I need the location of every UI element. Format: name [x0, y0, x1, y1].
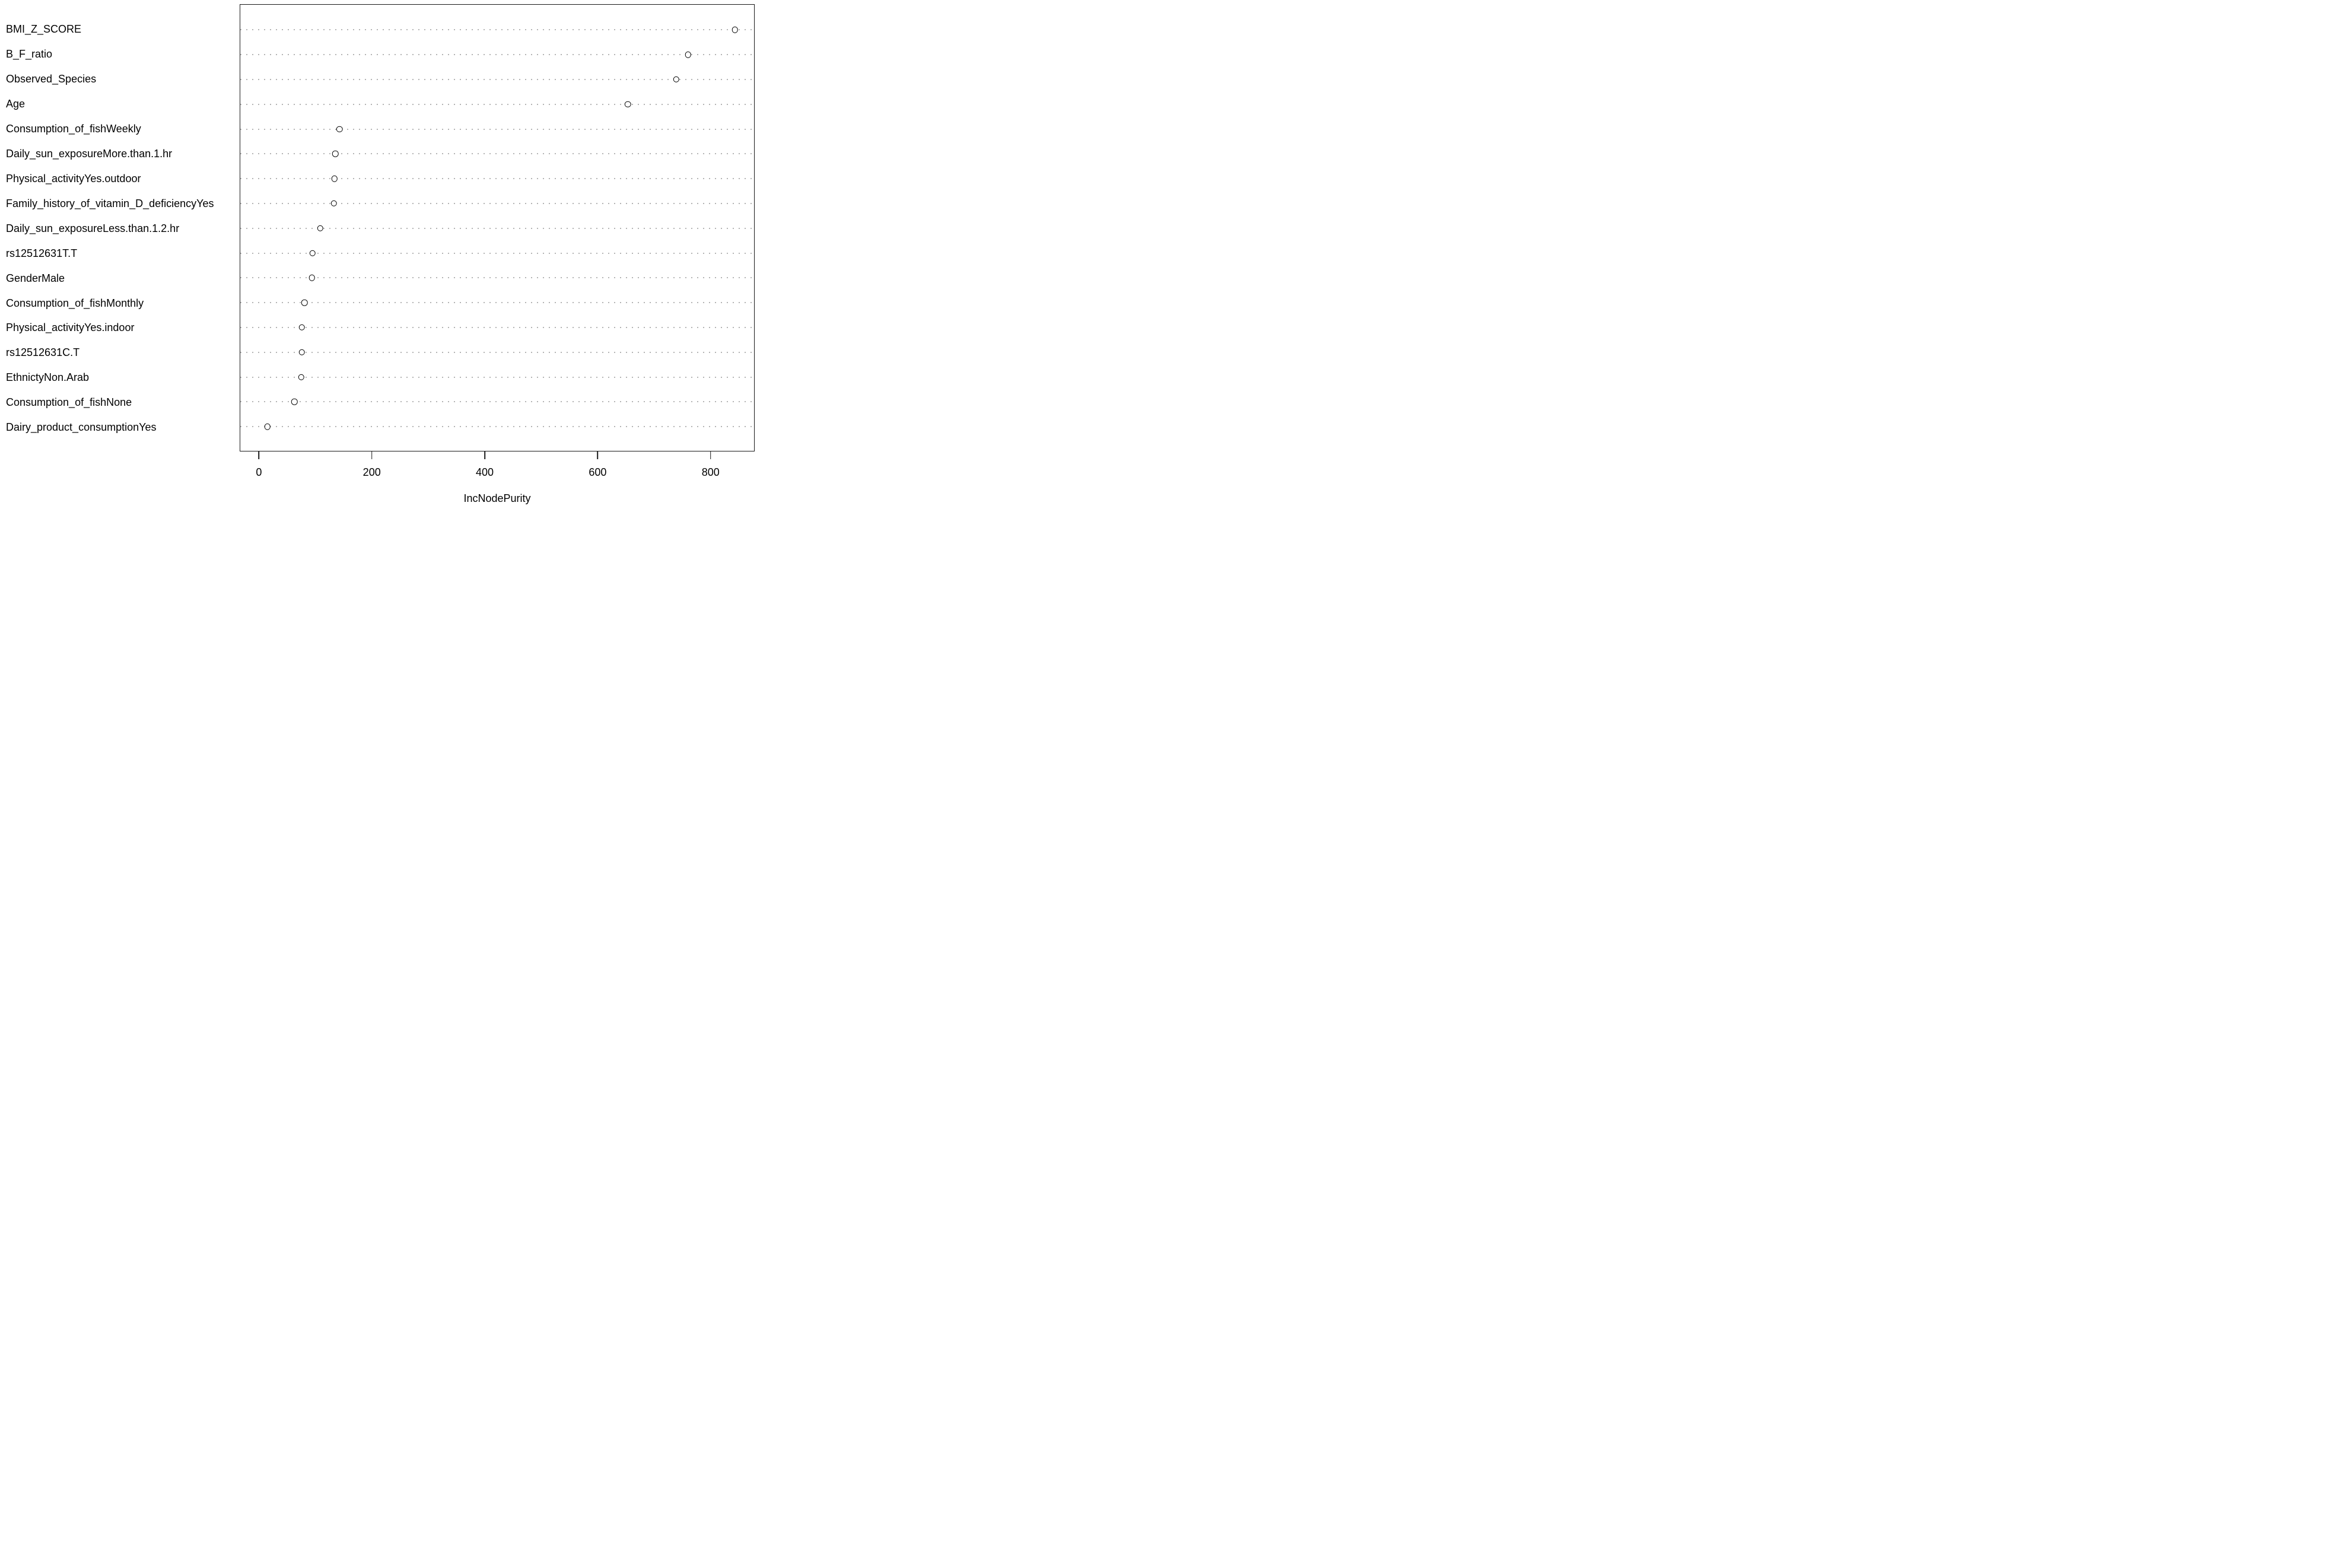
x-tick-label: 400: [476, 466, 494, 478]
data-point-circle: [298, 349, 305, 356]
dotchart-figure: BMI_Z_SCORE B_F_ratio Observed_Species Age C…: [0, 0, 759, 511]
y-axis-label: Physical_activityYes.indoor: [6, 322, 135, 334]
dotted-gridline: [240, 252, 754, 254]
dotted-gridline: [240, 178, 754, 180]
dotted-gridline: [240, 326, 754, 328]
data-point-circle: [309, 275, 315, 281]
dotted-gridline: [240, 103, 754, 105]
data-point-circle: [330, 200, 337, 207]
data-point-circle: [685, 51, 692, 58]
y-axis-label: Physical_activityYes.outdoor: [6, 172, 141, 185]
dotted-gridline: [240, 227, 754, 229]
dotted-gridline: [240, 376, 754, 378]
data-point-circle: [331, 175, 338, 182]
y-axis-labels: BMI_Z_SCORE B_F_ratio Observed_Species Age C…: [6, 4, 238, 451]
dotted-gridline: [240, 29, 754, 31]
dotted-gridline: [240, 128, 754, 130]
plot-area: [240, 4, 755, 451]
x-tick-label: 800: [701, 466, 720, 478]
data-point-circle: [625, 101, 631, 107]
dotted-gridline: [240, 277, 754, 279]
dotted-gridline: [240, 78, 754, 80]
data-point-circle: [298, 374, 304, 380]
dotted-gridline: [240, 401, 754, 403]
data-point-circle: [317, 225, 324, 231]
data-point-circle: [673, 76, 680, 83]
dotted-gridline: [240, 153, 754, 155]
data-point-circle: [309, 250, 316, 256]
y-axis-label: Daily_sun_exposureMore.than.1.hr: [6, 147, 173, 160]
y-axis-label: BMI_Z_SCORE: [6, 23, 82, 36]
x-tick-label: 200: [362, 466, 381, 478]
y-axis-label: EthnictyNon.Arab: [6, 371, 90, 384]
y-axis-label: rs12512631C.T: [6, 346, 80, 359]
data-point-circle: [291, 399, 298, 405]
y-axis-label: Consumption_of_fishWeekly: [6, 123, 141, 135]
y-axis-label: Age: [6, 98, 26, 110]
y-axis-label: Consumption_of_fishNone: [6, 396, 132, 409]
y-axis-label: Daily_sun_exposureLess.than.1.2.hr: [6, 222, 180, 234]
data-point-circle: [336, 126, 343, 132]
data-point-circle: [298, 324, 305, 331]
data-point-circle: [264, 423, 271, 430]
dotted-gridline: [240, 302, 754, 304]
y-axis-label: Consumption_of_fishMonthly: [6, 297, 144, 309]
dotted-gridline: [240, 54, 754, 56]
data-point-circle: [732, 27, 738, 33]
data-point-circle: [301, 299, 308, 306]
x-axis-title: IncNodePurity: [463, 492, 531, 504]
x-tick-mark: [710, 451, 711, 459]
y-axis-label: rs12512631T.T: [6, 247, 78, 259]
data-point-circle: [332, 151, 339, 157]
y-axis-label: Dairy_product_consumptionYes: [6, 421, 157, 434]
y-axis-label: GenderMale: [6, 272, 65, 284]
y-axis-label: B_F_ratio: [6, 48, 53, 61]
dotted-gridline: [240, 351, 754, 353]
y-axis-label: Observed_Species: [6, 73, 97, 85]
dotted-gridline: [240, 202, 754, 204]
x-tick-mark: [597, 451, 599, 459]
y-axis-label: Family_history_of_vitamin_D_deficiencyYe…: [6, 197, 214, 209]
dotted-gridline: [240, 426, 754, 428]
x-tick-mark: [371, 451, 373, 459]
x-tick-mark: [484, 451, 485, 459]
x-tick-mark: [258, 451, 260, 459]
x-tick-label: 0: [256, 466, 262, 478]
x-axis: 0 200 400 600 800: [240, 451, 755, 493]
x-tick-label: 600: [589, 466, 607, 478]
